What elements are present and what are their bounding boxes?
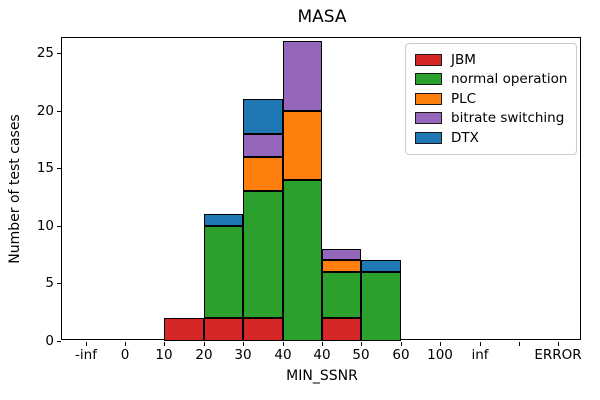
y-tick-mark [57, 111, 61, 112]
bar-segment-bitrate-switching-bin5 [283, 41, 322, 111]
chart-title: MASA [297, 7, 347, 27]
bar-segment-JBM-bin4 [243, 318, 283, 341]
y-tick-label: 25 [36, 45, 54, 61]
legend-label: DTX [451, 129, 479, 146]
x-tick-mark [480, 342, 481, 346]
y-tick-mark [57, 283, 61, 284]
x-tick-mark [283, 342, 284, 346]
x-tick-mark [519, 342, 520, 346]
y-tick-label: 5 [45, 275, 54, 291]
legend-color-swatch [415, 112, 442, 125]
y-tick-label: 20 [36, 103, 54, 119]
bar-segment-JBM-bin2 [164, 318, 204, 341]
x-tick-label: -inf [75, 347, 97, 363]
bar-segment-normal-operation-bin6 [322, 272, 361, 318]
x-tick-label: 0 [120, 347, 130, 363]
y-tick-label: 10 [36, 218, 54, 234]
x-axis-label: MIN_SSNR [286, 368, 358, 384]
y-axis-label: Number of test cases [7, 114, 23, 264]
bar-segment-DTX-bin7 [361, 260, 401, 272]
bar-segment-bitrate-switching-bin6 [322, 249, 361, 260]
legend-label: PLC [451, 90, 477, 107]
bar-segment-normal-operation-bin4 [243, 191, 283, 318]
x-tick-mark [558, 342, 559, 346]
y-tick-label: 15 [36, 160, 54, 176]
y-tick-mark [57, 168, 61, 169]
legend-entry-PLC: PLC [415, 89, 567, 109]
bar-segment-PLC-bin6 [322, 260, 361, 272]
y-tick-label: 0 [45, 333, 54, 349]
x-tick-mark [243, 342, 244, 346]
legend-entry-JBM: JBM [415, 50, 567, 70]
x-tick-label: 100 [427, 347, 453, 363]
x-tick-mark [361, 342, 362, 346]
legend-label: normal operation [451, 71, 568, 88]
x-tick-label: 50 [352, 347, 370, 363]
x-tick-mark [125, 342, 126, 346]
x-tick-label: 20 [195, 347, 213, 363]
legend-entry-normal-operation: normal operation [415, 70, 567, 90]
x-tick-mark [86, 342, 87, 346]
legend: JBM normal operation PLC bitrate switching D… [405, 43, 577, 155]
bar-segment-normal-operation-bin7 [361, 272, 401, 341]
bar-segment-PLC-bin5 [283, 111, 322, 180]
x-tick-label: 40 [274, 347, 292, 363]
x-tick-label: 40 [313, 347, 331, 363]
legend-label: bitrate switching [451, 110, 565, 127]
bar-segment-JBM-bin6 [322, 318, 361, 341]
legend-entry-bitrate-switching: bitrate switching [415, 109, 567, 129]
bar-segment-DTX-bin3 [204, 214, 243, 226]
x-tick-mark [401, 342, 402, 346]
x-tick-mark [440, 342, 441, 346]
legend-entry-DTX: DTX [415, 128, 567, 148]
bar-segment-normal-operation-bin3 [204, 226, 243, 318]
x-tick-label: ERROR [534, 347, 582, 363]
y-tick-mark [57, 341, 61, 342]
bar-segment-JBM-bin3 [204, 318, 243, 341]
x-tick-mark [204, 342, 205, 346]
legend-color-swatch [415, 131, 442, 144]
bar-segment-normal-operation-bin5 [283, 180, 322, 341]
x-tick-label: 10 [155, 347, 173, 363]
legend-color-swatch [415, 73, 442, 86]
x-tick-mark [164, 342, 165, 346]
y-tick-mark [57, 226, 61, 227]
legend-label: JBM [451, 51, 476, 68]
x-tick-mark [322, 342, 323, 346]
legend-color-swatch [415, 53, 442, 66]
x-tick-label: inf [471, 347, 489, 363]
x-tick-label: 30 [234, 347, 252, 363]
y-tick-mark [57, 53, 61, 54]
x-tick-label: 60 [392, 347, 410, 363]
bar-segment-DTX-bin4 [243, 99, 283, 134]
bar-segment-PLC-bin4 [243, 157, 283, 191]
legend-color-swatch [415, 92, 442, 105]
bar-segment-bitrate-switching-bin4 [243, 134, 283, 157]
